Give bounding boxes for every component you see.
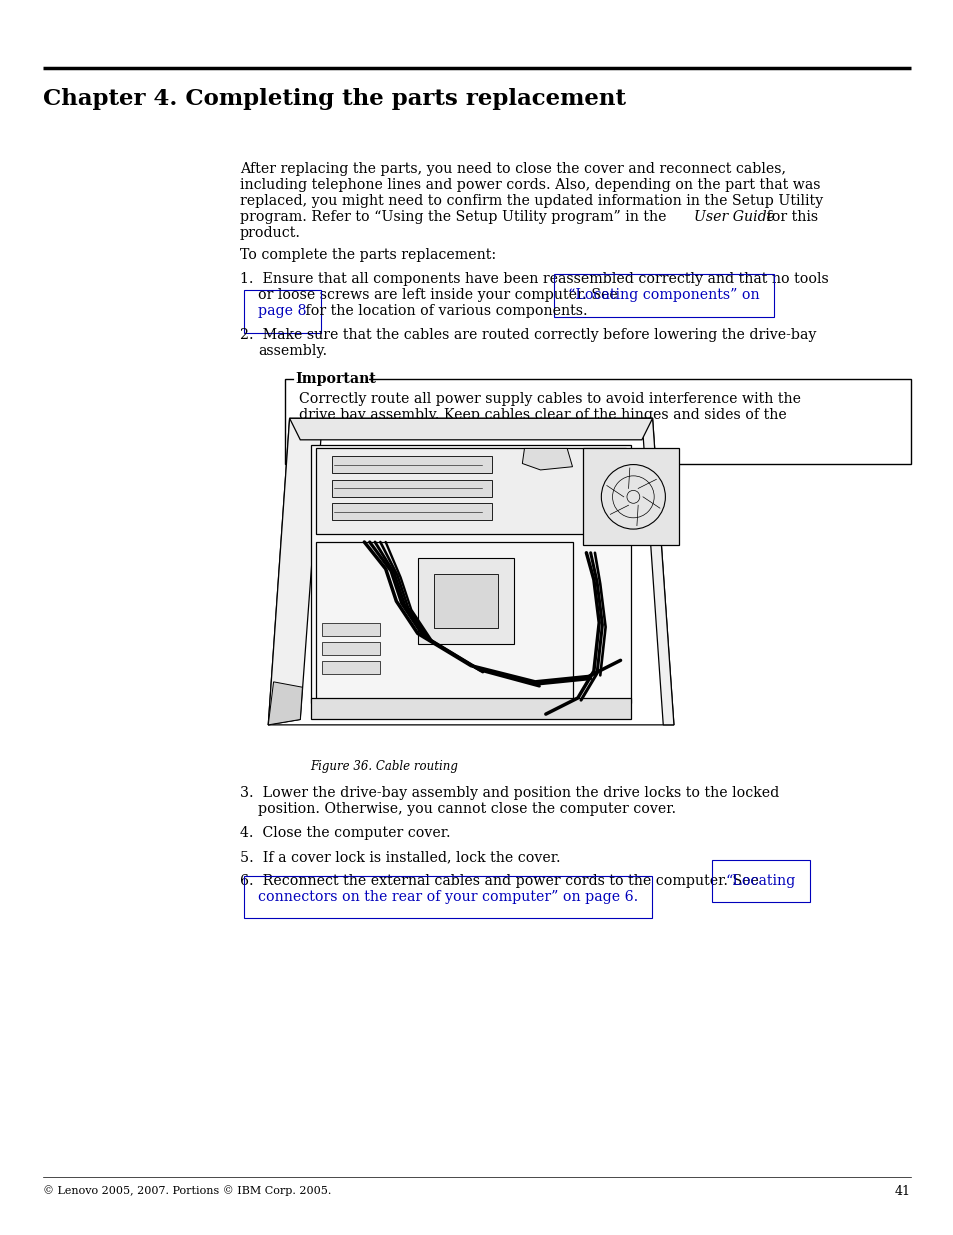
Bar (311, 445, 631, 704)
Polygon shape (290, 419, 652, 440)
Text: © Lenovo 2005, 2007. Portions © IBM Corp. 2005.: © Lenovo 2005, 2007. Portions © IBM Corp… (43, 1186, 331, 1195)
Text: program. Refer to “Using the Setup Utility program” in the: program. Refer to “Using the Setup Utili… (240, 210, 670, 224)
Text: position. Otherwise, you cannot close the computer cover.: position. Otherwise, you cannot close th… (257, 802, 676, 816)
Text: including telephone lines and power cords. Also, depending on the part that was: including telephone lines and power cord… (240, 178, 820, 191)
Text: 4.  Close the computer cover.: 4. Close the computer cover. (240, 826, 450, 840)
Text: “Locating: “Locating (725, 874, 796, 888)
Text: 5.  If a cover lock is installed, lock the cover.: 5. If a cover lock is installed, lock th… (240, 850, 560, 864)
Text: 1.  Ensure that all components have been reassembled correctly and that no tools: 1. Ensure that all components have been … (240, 273, 828, 287)
Text: connectors on the rear of your computer” on page 6.: connectors on the rear of your computer”… (257, 890, 638, 904)
Text: Chapter 4. Completing the parts replacement: Chapter 4. Completing the parts replacem… (43, 88, 625, 110)
Bar (316, 448, 625, 535)
Bar (321, 642, 380, 655)
Text: product.: product. (240, 226, 301, 240)
Bar (434, 574, 497, 629)
Text: for this: for this (761, 210, 818, 224)
Text: or loose screws are left inside your computer. See: or loose screws are left inside your com… (257, 289, 621, 303)
Text: Correctly route all power supply cables to avoid interference with the: Correctly route all power supply cables … (298, 393, 801, 406)
Polygon shape (268, 419, 673, 725)
Bar (332, 456, 492, 473)
Bar (332, 479, 492, 496)
Polygon shape (268, 419, 321, 725)
Text: To complete the parts replacement:: To complete the parts replacement: (240, 248, 496, 262)
Text: 41: 41 (894, 1186, 910, 1198)
Text: After replacing the parts, you need to close the cover and reconnect cables,: After replacing the parts, you need to c… (240, 162, 785, 177)
Bar (311, 698, 631, 720)
Bar (332, 504, 492, 520)
Text: Important: Important (294, 373, 375, 387)
Text: “Locating components” on: “Locating components” on (567, 289, 759, 303)
Text: drive bay assembly. Keep cables clear of the hinges and sides of the: drive bay assembly. Keep cables clear of… (298, 409, 786, 422)
Bar (321, 662, 380, 674)
Text: for the location of various components.: for the location of various components. (301, 304, 587, 319)
Bar (285, 379, 910, 464)
Polygon shape (268, 682, 302, 725)
Text: page 8: page 8 (257, 304, 306, 319)
Text: computer chassis.: computer chassis. (298, 425, 429, 438)
Text: assembly.: assembly. (257, 345, 327, 358)
Text: 3.  Lower the drive-bay assembly and position the drive locks to the locked: 3. Lower the drive-bay assembly and posi… (240, 785, 779, 800)
Text: User Guide: User Guide (693, 210, 774, 224)
Text: replaced, you might need to confirm the updated information in the Setup Utility: replaced, you might need to confirm the … (240, 194, 822, 207)
Bar (582, 448, 679, 545)
Text: 6.  Reconnect the external cables and power cords to the computer. See: 6. Reconnect the external cables and pow… (240, 874, 762, 888)
Polygon shape (522, 448, 572, 471)
Bar (417, 558, 514, 645)
Text: Figure 36. Cable routing: Figure 36. Cable routing (310, 760, 457, 773)
Polygon shape (641, 419, 673, 725)
Bar (321, 622, 380, 636)
Bar (316, 542, 572, 714)
Text: 2.  Make sure that the cables are routed correctly before lowering the drive-bay: 2. Make sure that the cables are routed … (240, 329, 816, 342)
